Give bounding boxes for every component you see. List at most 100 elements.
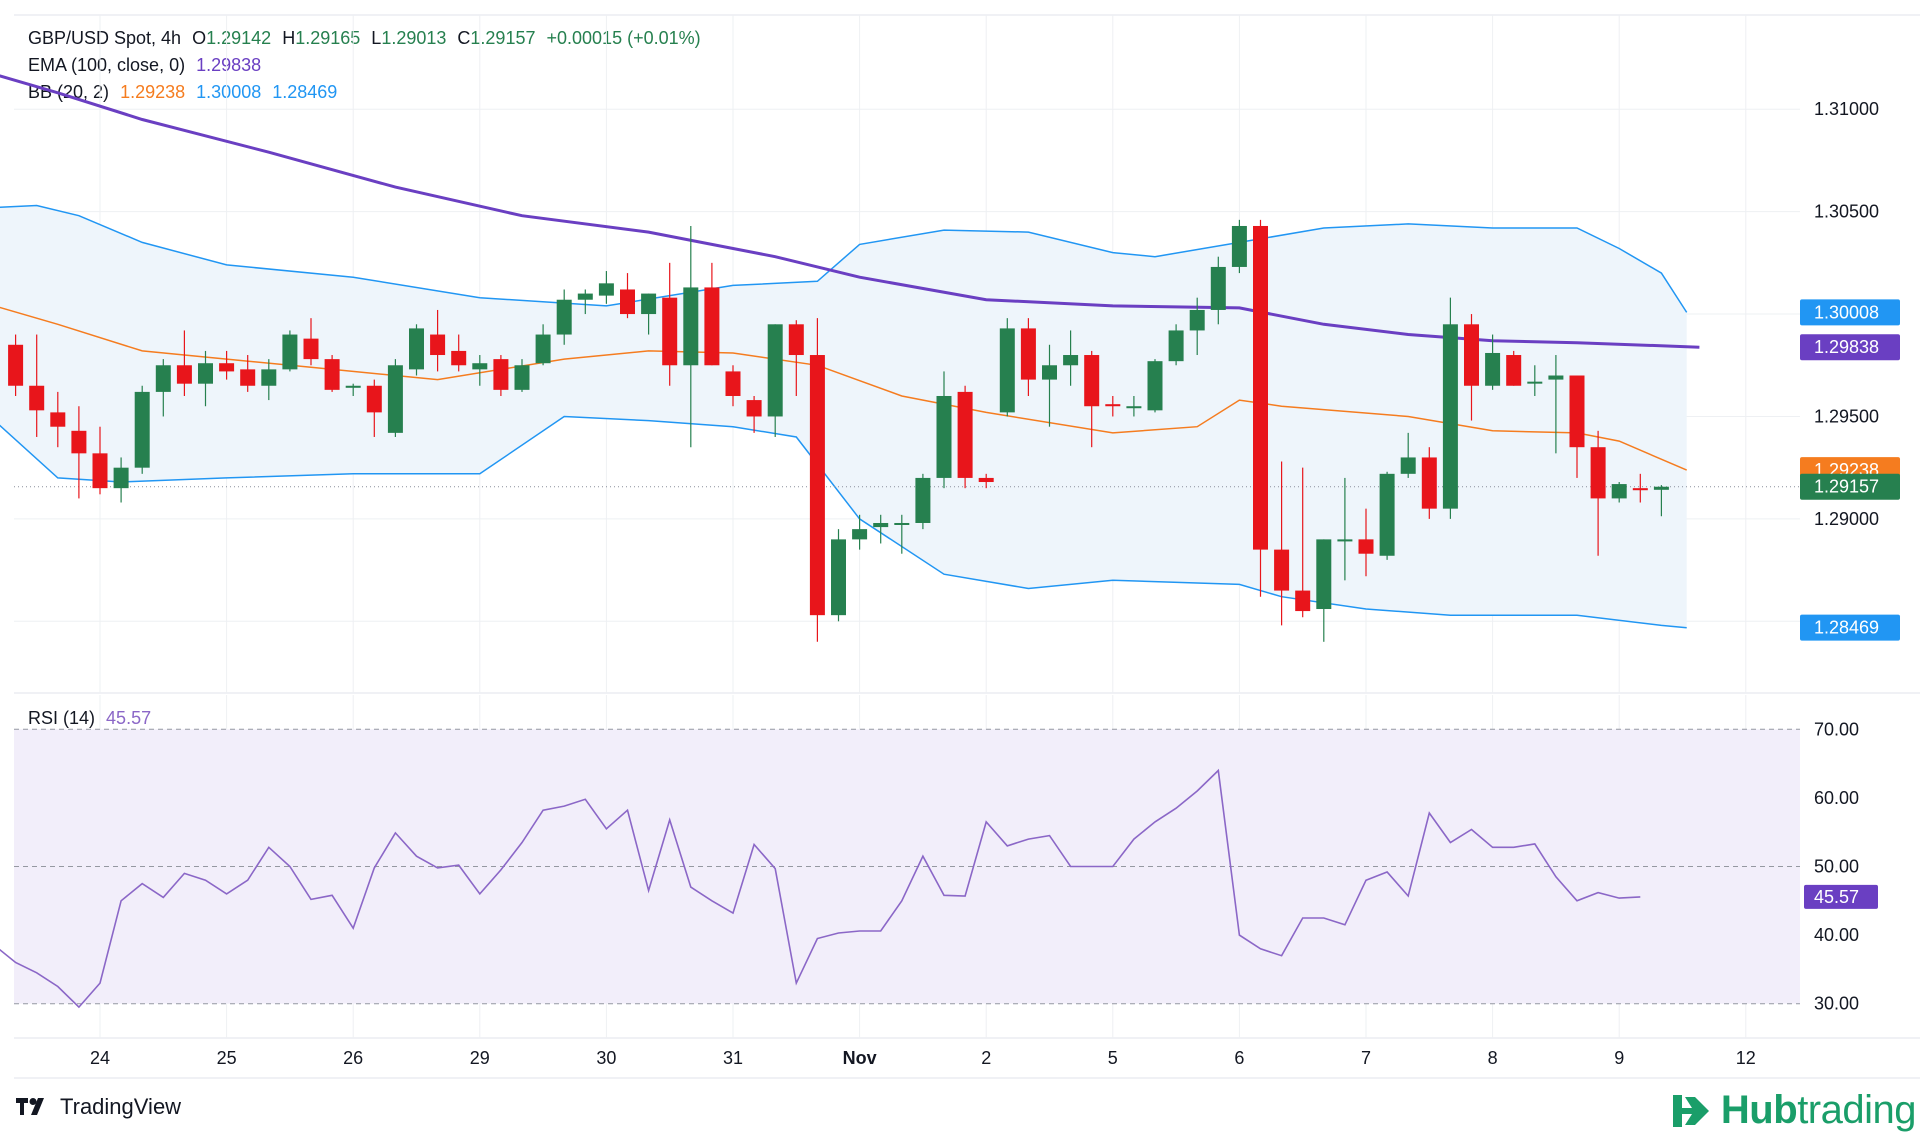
candle-body[interactable] — [915, 477, 931, 523]
ema-legend[interactable]: EMA (100, close, 0) 1.29838 — [28, 55, 267, 76]
candle-body[interactable] — [345, 385, 361, 388]
candle-body[interactable] — [662, 297, 678, 366]
candle-body[interactable] — [1042, 365, 1057, 380]
candle-body[interactable] — [8, 344, 24, 386]
candle-body[interactable] — [598, 283, 614, 296]
candle-body[interactable] — [1168, 330, 1184, 362]
candle-body[interactable] — [1611, 484, 1627, 499]
candle-body[interactable] — [894, 522, 910, 525]
candle-body[interactable] — [809, 355, 825, 616]
low-value: L1.29013 — [371, 28, 447, 48]
candle-body[interactable] — [1253, 225, 1268, 550]
candle-body[interactable] — [535, 334, 551, 364]
candle-body[interactable] — [1485, 352, 1501, 386]
candle-body[interactable] — [71, 430, 87, 454]
candle-body[interactable] — [620, 289, 635, 315]
candle-body[interactable] — [831, 539, 846, 616]
candle-body[interactable] — [1189, 309, 1205, 331]
candle-body[interactable] — [366, 385, 382, 413]
candle-body[interactable] — [282, 334, 298, 370]
candle-body[interactable] — [324, 359, 340, 390]
bb-legend[interactable]: BB (20, 2) 1.29238 1.30008 1.28469 — [28, 82, 343, 103]
candle-body[interactable] — [493, 359, 509, 390]
candle-body[interactable] — [767, 324, 783, 417]
candle-body[interactable] — [50, 412, 66, 427]
candle-body[interactable] — [240, 369, 256, 386]
candle-body[interactable] — [1337, 539, 1353, 542]
candle-body[interactable] — [134, 391, 150, 468]
candle-body[interactable] — [746, 400, 762, 417]
candle-body[interactable] — [387, 365, 403, 433]
bb-upper-value: 1.30008 — [196, 82, 262, 102]
hubtrading-logo: Hubtrading — [1671, 1088, 1916, 1133]
candle-body[interactable] — [113, 467, 129, 489]
candle-body[interactable] — [1231, 225, 1247, 267]
bb-lower-badge[interactable] — [1800, 614, 1900, 641]
candle-body[interactable] — [430, 334, 446, 356]
candle-body[interactable] — [1569, 375, 1585, 448]
candle-body[interactable] — [1147, 361, 1163, 411]
candle-body[interactable] — [1379, 473, 1395, 556]
candle-body[interactable] — [1527, 381, 1543, 384]
candle-body[interactable] — [155, 365, 171, 392]
candle-body[interactable] — [936, 395, 952, 478]
candle-body[interactable] — [641, 293, 657, 315]
candle-body[interactable] — [873, 522, 889, 528]
candle-body[interactable] — [1548, 375, 1564, 380]
change-value: +0.00015 (+0.01%) — [546, 28, 701, 48]
candle-body[interactable] — [1274, 549, 1290, 591]
time-tick-label: Nov — [843, 1048, 877, 1068]
candle-body[interactable] — [472, 363, 488, 370]
candle-body[interactable] — [1084, 355, 1100, 407]
candle-body[interactable] — [1316, 539, 1332, 610]
candle-body[interactable] — [1020, 328, 1036, 380]
candle-body[interactable] — [999, 328, 1015, 413]
candle-body[interactable] — [1464, 324, 1479, 386]
candle-body[interactable] — [1590, 447, 1606, 499]
candle-body[interactable] — [92, 453, 108, 489]
candle-body[interactable] — [1442, 324, 1458, 509]
candle-body[interactable] — [1210, 266, 1226, 310]
symbol-label[interactable]: GBP/USD Spot, 4h — [28, 28, 182, 48]
bollinger-upper-line — [0, 204, 1688, 313]
candle-body[interactable] — [29, 385, 45, 411]
candle-body[interactable] — [1063, 355, 1079, 366]
bb-upper-badge[interactable] — [1800, 299, 1900, 326]
candle-body[interactable] — [1400, 457, 1416, 474]
candle-body[interactable] — [1295, 590, 1311, 612]
candle-body[interactable] — [852, 529, 868, 540]
tradingview-logo[interactable]: TradingView — [16, 1094, 181, 1120]
candle-body[interactable] — [1632, 488, 1648, 491]
rsi-tick-label: 30.00 — [1814, 994, 1859, 1014]
rsi-legend[interactable]: RSI (14) 45.57 — [28, 708, 157, 729]
candle-body[interactable] — [1421, 457, 1437, 509]
candle-body[interactable] — [1126, 406, 1142, 409]
high-value: H1.29165 — [282, 28, 361, 48]
candle-body[interactable] — [219, 363, 235, 372]
candle-body[interactable] — [303, 338, 319, 360]
candle-body[interactable] — [514, 365, 530, 390]
candle-body[interactable] — [1506, 355, 1522, 386]
candle-body[interactable] — [556, 299, 572, 335]
candle-body[interactable] — [261, 369, 277, 386]
ema-badge[interactable] — [1800, 334, 1900, 361]
candle-body[interactable] — [978, 477, 994, 483]
candle-body[interactable] — [577, 293, 593, 300]
last-price-badge[interactable] — [1800, 473, 1900, 500]
candle-body[interactable] — [683, 287, 699, 366]
tradingview-icon — [16, 1098, 44, 1115]
candle-body[interactable] — [409, 328, 424, 370]
candle-body[interactable] — [451, 350, 467, 366]
candle-body[interactable] — [1105, 404, 1121, 407]
candle-body[interactable] — [704, 287, 720, 366]
candle-body[interactable] — [198, 363, 213, 384]
candle-body[interactable] — [957, 391, 973, 478]
candle-body[interactable] — [725, 371, 741, 396]
rsi-value-badge[interactable] — [1804, 884, 1878, 909]
candle-body[interactable] — [1358, 539, 1374, 554]
rsi-value: 45.57 — [106, 708, 152, 728]
candle-body[interactable] — [176, 365, 192, 384]
candle-body[interactable] — [1653, 486, 1669, 490]
candle-body[interactable] — [788, 324, 804, 356]
